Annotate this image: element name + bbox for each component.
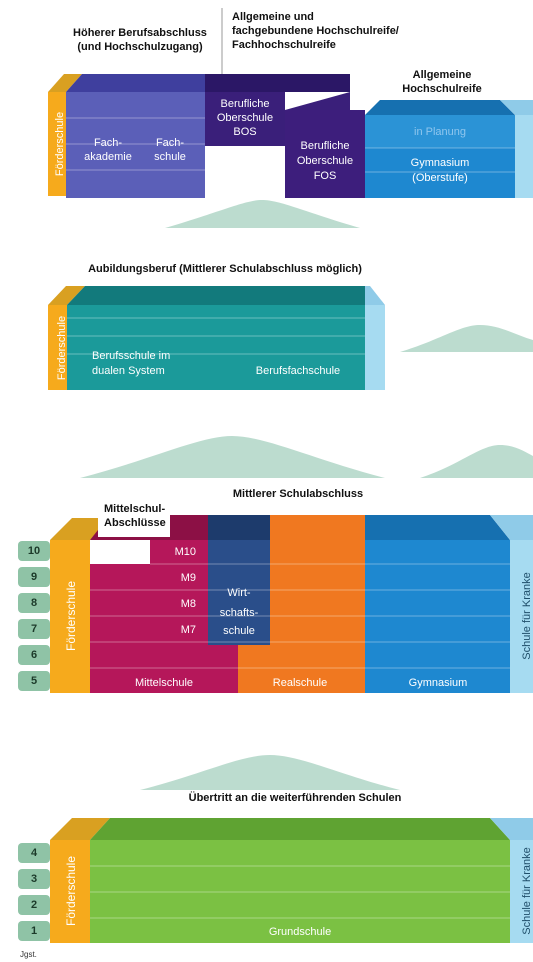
label: Gymnasium	[411, 157, 470, 169]
section-title: Aubildungsberuf (Mittlerer Schulabschlus…	[88, 263, 362, 275]
label: in Planung	[414, 126, 466, 138]
top-face	[270, 515, 365, 540]
m-class-label: M8	[181, 598, 196, 610]
kranke-strip	[515, 115, 533, 198]
vertical-label: Förderschule	[64, 581, 78, 651]
grade-label: 8	[31, 597, 37, 609]
label: Wirt-	[227, 587, 251, 599]
top-face	[66, 74, 205, 92]
section-title: Übertritt an die weiterführenden Schulen	[189, 791, 402, 804]
grade-label: 4	[31, 847, 38, 859]
header: Allgemeine	[413, 69, 472, 81]
grade-label: 6	[31, 649, 37, 661]
fachschule-block	[66, 92, 205, 198]
header: Fachhochschulreife	[232, 39, 336, 51]
label: dualen System	[92, 365, 165, 377]
label: Abschlüsse	[104, 517, 166, 529]
label: (Oberstufe)	[412, 172, 468, 184]
label: BOS	[233, 126, 256, 138]
label: schule	[223, 625, 255, 637]
header: Allgemeine und	[232, 11, 314, 23]
label: Berufsschule im	[92, 350, 170, 362]
top-face	[365, 100, 515, 115]
label: Berufliche	[221, 98, 270, 110]
label: Mittelschul-	[104, 503, 165, 515]
hill	[400, 325, 533, 352]
school-system-diagram: Höherer Berufsabschluss (und Hochschulzu…	[0, 0, 533, 962]
top-face	[67, 286, 365, 305]
grade-label: 2	[31, 899, 37, 911]
hill	[80, 436, 385, 478]
grade-label: 5	[31, 675, 37, 687]
label: FOS	[314, 170, 337, 182]
grade-label: 7	[31, 623, 37, 635]
label: Fach-	[94, 137, 122, 149]
top-face	[365, 286, 385, 305]
section-title: Mittlerer Schulabschluss	[233, 488, 363, 500]
top-face	[90, 818, 510, 840]
vertical-label: Schule für Kranke	[521, 572, 533, 659]
grade-label: 9	[31, 571, 37, 583]
bos-step	[285, 92, 350, 110]
m-class-label: M7	[181, 624, 196, 636]
hill	[420, 445, 533, 478]
label: Gymnasium	[409, 677, 468, 689]
vertical-label: Förderschule	[54, 112, 66, 176]
vertical-label: Förderschule	[64, 856, 78, 926]
hill	[165, 200, 360, 228]
label: Grundschule	[269, 926, 331, 938]
hill	[140, 755, 400, 790]
grade-tabs: 4 3 2 1	[18, 843, 50, 941]
label: Realschule	[273, 677, 327, 689]
footer-label: Jgst.	[20, 950, 37, 959]
header: (und Hochschulzugang)	[77, 41, 203, 53]
grade-label: 10	[28, 545, 40, 557]
header: Höherer Berufsabschluss	[73, 27, 207, 39]
label: schule	[154, 151, 186, 163]
label: Berufliche	[301, 140, 350, 152]
header: Hochschulreife	[402, 83, 481, 95]
top-face	[208, 515, 270, 540]
m-class-label: M9	[181, 572, 196, 584]
top-face	[365, 515, 510, 540]
vertical-label: Schule für Kranke	[521, 847, 533, 934]
header: fachgebundene Hochschulreife/	[232, 25, 399, 37]
label: Berufsfachschule	[256, 365, 340, 377]
top-face	[205, 74, 350, 92]
label: schafts-	[220, 607, 259, 619]
label: Fach-	[156, 137, 184, 149]
grade-label: 3	[31, 873, 37, 885]
kranke-strip	[365, 305, 385, 390]
label: Oberschule	[217, 112, 273, 124]
label: Mittelschule	[135, 677, 193, 689]
m-class-label: M10	[175, 546, 196, 558]
label: akademie	[84, 151, 132, 163]
label: Oberschule	[297, 155, 353, 167]
vertical-label: Förderschule	[56, 316, 68, 380]
grade-label: 1	[31, 925, 37, 937]
